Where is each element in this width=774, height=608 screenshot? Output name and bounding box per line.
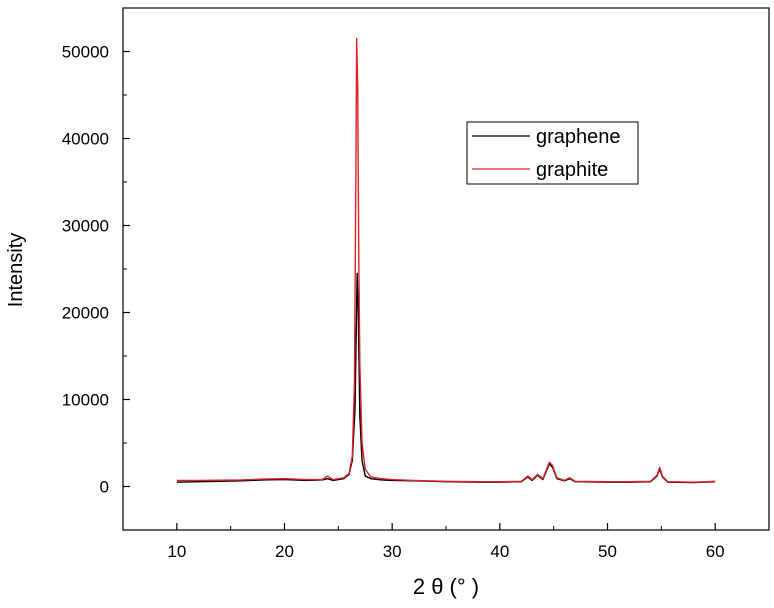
series-line-graphite bbox=[176, 37, 716, 483]
series-line-graphene bbox=[176, 272, 716, 484]
x-tick-label: 30 bbox=[383, 542, 402, 561]
x-tick-label: 10 bbox=[167, 542, 186, 561]
legend: graphene graphite bbox=[466, 121, 639, 185]
y-tick-label: 20000 bbox=[62, 304, 109, 323]
legend-box bbox=[466, 121, 639, 185]
x-axis-label: 2 θ (° ) bbox=[413, 574, 479, 599]
y-tick-label: 10000 bbox=[62, 391, 109, 410]
y-axis-ticks: 0 10000 20000 30000 40000 50000 bbox=[62, 7, 130, 531]
plot-frame bbox=[122, 7, 770, 531]
series-layer bbox=[176, 37, 716, 484]
x-axis-ticks: 10 20 30 40 50 60 bbox=[122, 523, 770, 561]
x-tick-label: 40 bbox=[490, 542, 509, 561]
y-tick-label: 0 bbox=[100, 478, 109, 497]
legend-label-graphene: graphene bbox=[536, 126, 621, 148]
x-tick-label: 50 bbox=[598, 542, 617, 561]
x-tick-label: 60 bbox=[706, 542, 725, 561]
y-tick-label: 30000 bbox=[62, 217, 109, 236]
y-tick-label: 50000 bbox=[62, 43, 109, 62]
y-tick-label: 40000 bbox=[62, 130, 109, 149]
x-tick-label: 20 bbox=[275, 542, 294, 561]
y-axis-label: Intensity bbox=[5, 233, 27, 307]
legend-label-graphite: graphite bbox=[536, 159, 608, 181]
